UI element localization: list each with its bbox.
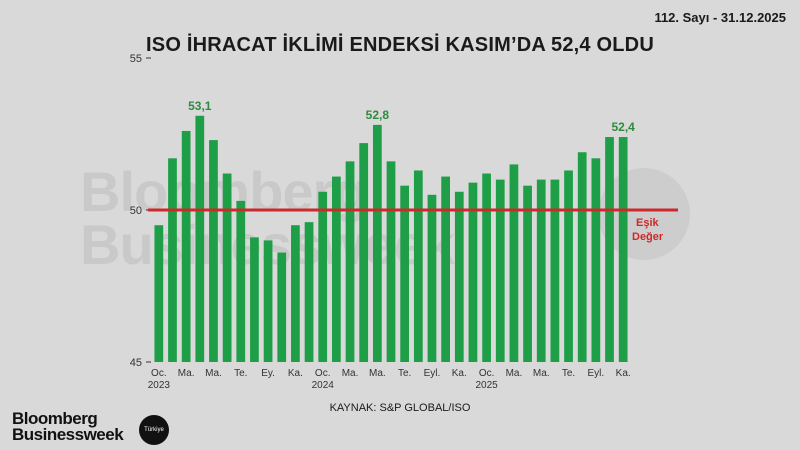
bar xyxy=(468,182,478,362)
bar xyxy=(550,179,560,362)
x-tick-label: Oc. xyxy=(479,368,495,379)
bar xyxy=(523,185,532,362)
x-tick-label: Oc. xyxy=(315,368,331,379)
bar xyxy=(441,176,450,362)
threshold-label-line2: Değer xyxy=(632,231,664,243)
x-tick-label: Ey. xyxy=(261,368,275,379)
bar xyxy=(250,237,259,362)
data-label: 52,4 xyxy=(611,120,635,134)
x-tick-label: Ma. xyxy=(342,368,359,379)
y-tick-label: 45 xyxy=(130,357,142,369)
x-tick-label: Ma. xyxy=(506,368,523,379)
data-label: 53,1 xyxy=(188,99,212,113)
bar xyxy=(168,158,177,362)
x-tick-label: Eyl. xyxy=(424,368,441,379)
bar xyxy=(181,130,191,362)
bar xyxy=(536,179,546,362)
y-axis: 55 50 45 xyxy=(130,53,151,369)
x-tick-label: Ma. xyxy=(205,368,222,379)
bar xyxy=(277,252,287,362)
bar xyxy=(454,191,464,362)
x-tick-label: Te. xyxy=(234,368,247,379)
x-tick-label: Ma. xyxy=(533,368,550,379)
x-tick-label: Ka. xyxy=(452,368,467,379)
bar xyxy=(400,185,410,362)
x-tick-label: Te. xyxy=(398,368,411,379)
x-tick-label: Ka. xyxy=(288,368,303,379)
bar xyxy=(222,173,232,362)
bar xyxy=(263,240,273,362)
x-tick-year: 2025 xyxy=(475,380,498,391)
bar xyxy=(386,161,396,362)
x-tick-label: Ma. xyxy=(178,368,195,379)
x-tick-label: Ma. xyxy=(369,368,386,379)
bar xyxy=(359,143,369,362)
bar xyxy=(345,161,355,362)
bar xyxy=(605,137,614,362)
bar xyxy=(427,194,437,362)
x-tick-year: 2023 xyxy=(148,380,171,391)
annotations: 53,1 52,8 52,4 xyxy=(188,99,635,134)
bar xyxy=(509,164,519,362)
bar xyxy=(577,152,587,362)
y-tick-label: 50 xyxy=(130,205,142,217)
bar xyxy=(318,191,328,362)
bar xyxy=(304,222,314,362)
bar xyxy=(482,173,491,362)
bar xyxy=(209,140,218,362)
bar xyxy=(564,170,573,362)
bar xyxy=(195,115,205,362)
bar xyxy=(236,200,246,362)
source-note: KAYNAK: S&P GLOBAL/ISO xyxy=(329,402,471,414)
x-tick-label: Ka. xyxy=(616,368,631,379)
x-tick-label: Eyl. xyxy=(588,368,605,379)
x-tick-label: Oc. xyxy=(151,368,167,379)
bars xyxy=(154,115,628,362)
issue-label: 112. Sayı - 31.12.2025 xyxy=(654,10,786,25)
threshold-label-line1: Eşik xyxy=(636,217,660,229)
brand-logo: Bloomberg Businessweek xyxy=(12,409,124,445)
x-tick-label: Te. xyxy=(562,368,575,379)
bar xyxy=(332,176,341,362)
bar xyxy=(591,158,601,362)
x-tick-year: 2024 xyxy=(312,380,335,391)
logo-line2: Businessweek xyxy=(12,425,124,445)
bar xyxy=(413,170,423,362)
chart-title: ISO İHRACAT İKLİMİ ENDEKSİ KASIM’DA 52,4… xyxy=(146,34,654,56)
bar xyxy=(495,179,505,362)
bar xyxy=(618,137,628,362)
bar xyxy=(291,225,300,362)
bar xyxy=(372,124,382,362)
y-tick-label: 55 xyxy=(130,53,142,65)
data-label: 52,8 xyxy=(366,108,390,122)
country-badge: Türkiye xyxy=(139,415,169,445)
logo-line1: Bloomberg xyxy=(12,409,98,428)
threshold: Eşik Değer xyxy=(148,208,678,243)
bar xyxy=(154,225,164,362)
